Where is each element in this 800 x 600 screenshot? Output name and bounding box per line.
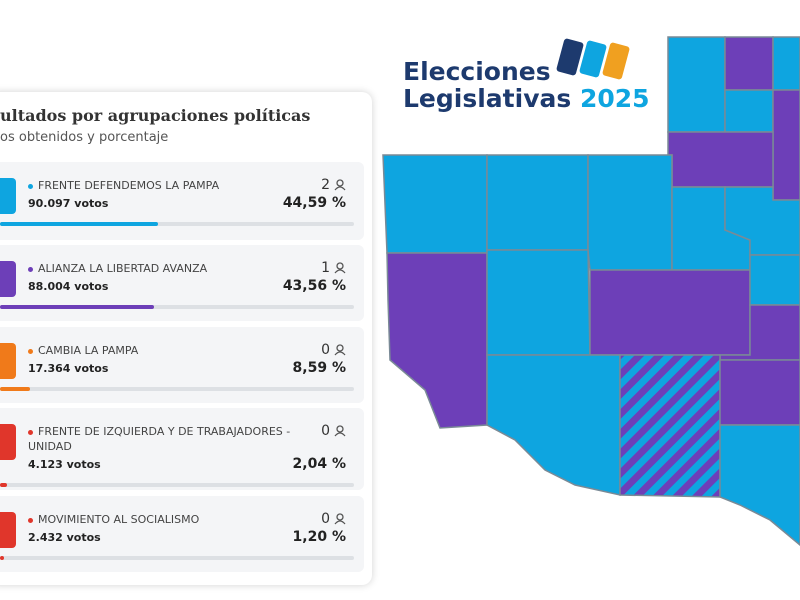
party-percent: 2,04 %: [292, 456, 346, 472]
party-logo: [0, 512, 16, 548]
seat-icon: [334, 262, 346, 274]
department: [589, 269, 751, 356]
party-row: CAMBIA LA PAMPA 17.364 votos 0 8,59 %: [0, 327, 364, 403]
logo-icon: [579, 40, 607, 78]
party-seats: 0: [321, 423, 330, 439]
progress-track: [0, 483, 354, 487]
department: [772, 36, 800, 91]
party-name: ALIANZA LA LIBERTAD AVANZA: [28, 261, 298, 276]
logo-line1: Elecciones: [403, 57, 551, 86]
progress-track: [0, 305, 354, 309]
party-row: ALIANZA LA LIBERTAD AVANZA 88.004 votos 1 4…: [0, 245, 364, 321]
party-name: MOVIMIENTO AL SOCIALISMO: [28, 512, 298, 527]
party-percent: 1,20 %: [292, 529, 346, 545]
party-logo: [0, 343, 16, 379]
party-votes: 17.364 votos: [28, 362, 109, 375]
results-panel: ultados por agrupaciones políticas os ob…: [0, 92, 372, 585]
party-name: CAMBIA LA PAMPA: [28, 343, 298, 358]
progress-bar: [0, 222, 158, 226]
party-seats: 2: [321, 177, 330, 193]
department: [772, 89, 800, 201]
department: [749, 254, 800, 306]
progress-track: [0, 387, 354, 391]
department: [724, 186, 800, 256]
party-row: MOVIMIENTO AL SOCIALISMO 2.432 votos 0 1,20…: [0, 496, 364, 572]
progress-bar: [0, 483, 8, 487]
department: [386, 252, 488, 429]
department: [724, 89, 774, 133]
panel-title: ultados por agrupaciones políticas: [0, 106, 311, 125]
department: [486, 354, 621, 496]
party-votes: 88.004 votos: [28, 280, 109, 293]
department: [382, 154, 488, 254]
seat-icon: [334, 513, 346, 525]
party-logo: [0, 424, 16, 460]
logo-word: Legislativas: [403, 84, 571, 113]
party-votes: 4.123 votos: [28, 458, 101, 471]
party-votes: 2.432 votos: [28, 531, 101, 544]
logo-line2: Legislativas 2025: [403, 84, 650, 113]
department: [486, 249, 591, 356]
department: [667, 36, 726, 133]
seat-icon: [334, 344, 346, 356]
election-logo: Elecciones Legislativas 2025: [403, 38, 650, 113]
logo-icon: [602, 42, 630, 80]
department: [587, 154, 673, 271]
progress-bar: [0, 556, 5, 560]
party-logo: [0, 261, 16, 297]
progress-bar: [0, 305, 155, 309]
department: [719, 359, 800, 426]
party-percent: 8,59 %: [292, 360, 346, 376]
party-logo: [0, 178, 16, 214]
panel-subtitle: os obtenidos y porcentaje: [0, 130, 169, 145]
logo-year: 2025: [580, 84, 650, 113]
party-seats: 0: [321, 342, 330, 358]
departments: [382, 36, 800, 546]
party-percent: 43,56 %: [282, 278, 346, 294]
seat-icon: [334, 179, 346, 191]
seat-icon: [334, 425, 346, 437]
party-seats: 0: [321, 511, 330, 527]
department: [619, 354, 721, 498]
progress-track: [0, 556, 354, 560]
department: [724, 36, 774, 91]
progress-bar: [0, 387, 31, 391]
party-seats: 1: [321, 260, 330, 276]
party-name: FRENTE DEFENDEMOS LA PAMPA: [28, 178, 298, 193]
department: [719, 424, 800, 546]
party-votes: 90.097 votos: [28, 197, 109, 210]
party-name: FRENTE DE IZQUIERDA Y DE TRABAJADORES - …: [28, 424, 298, 454]
party-row: FRENTE DEFENDEMOS LA PAMPA 90.097 votos 2 4…: [0, 162, 364, 240]
department: [486, 154, 589, 251]
progress-track: [0, 222, 354, 226]
party-percent: 44,59 %: [282, 195, 346, 211]
logo-icon: [556, 38, 584, 76]
department: [667, 131, 774, 188]
party-row: FRENTE DE IZQUIERDA Y DE TRABAJADORES - …: [0, 408, 364, 490]
